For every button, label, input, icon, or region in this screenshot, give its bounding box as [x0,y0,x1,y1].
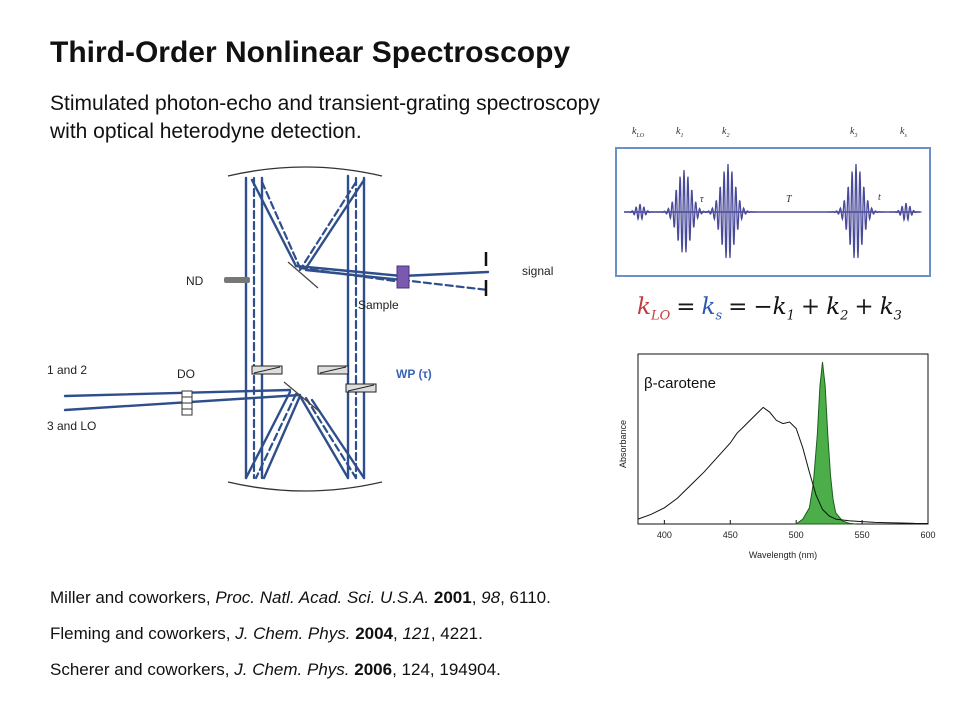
x-tick-label: 400 [657,530,672,540]
reference-3: Scherer and coworkers, J. Chem. Phys. 20… [50,660,501,679]
signal-label: signal [522,264,553,278]
beams-1-and-2-label: 1 and 2 [47,363,87,377]
k-label-s: ks [900,126,907,139]
wavevector-equation: kLO = ks = −k1 + k2 + k3 [637,294,902,324]
absorbance-chart: 400 450 500 550 600 β-carotene Wavelength (n… [618,353,936,560]
upper-fold-mirror [287,261,319,289]
pulse-signal [890,202,922,223]
nd-label: ND [186,274,204,288]
x-tick-label: 600 [920,530,935,540]
eq-plus-1: + [800,294,821,320]
x-tick-label: 500 [789,530,804,540]
k-label-1: k1 [676,126,683,139]
beam-paths [63,174,490,480]
delay-T-label: T [786,194,793,205]
pulse-3 [828,163,884,259]
sample-cell [396,265,410,289]
eq-term-1: −k1 [753,294,795,324]
eq-term-3: k3 [879,294,902,324]
sample-label: Sample [358,298,399,312]
slide-title: Third-Order Nonlinear Spectroscopy [50,36,571,69]
beams-3-and-lo-label: 3 and LO [47,419,96,433]
optical-setup-diagram: ND signal Sample 1 and 2 DO WP (τ) 3 and… [47,166,553,492]
pulse-2 [700,163,756,259]
top-curved-mirror [227,166,383,177]
reference-2: Fleming and coworkers, J. Chem. Phys. 20… [50,624,483,643]
eq-equals-1: = [676,294,696,320]
y-axis-label: Absorbance [618,420,628,468]
k-label-lo: kLO [632,126,645,139]
delay-t-label: t [878,192,881,203]
eq-plus-2: + [854,294,874,320]
bottom-curved-mirror [227,481,383,492]
x-tick-label: 450 [723,530,738,540]
k-label-3: k3 [850,126,857,139]
chart-annotation: β-carotene [644,375,716,392]
absorbance-line-series [637,406,929,524]
pulse-lo [624,203,656,221]
x-tick-label: 550 [855,530,870,540]
nd-filter [224,277,250,283]
pulse-sequence-panel: kLO k1 k2 k3 ks τ T t [615,126,931,277]
do-label: DO [177,367,195,381]
spectrum-fill-series [794,362,856,525]
subtitle-line-2: with optical heterodyne detection. [50,120,362,143]
pulse-train [624,163,922,259]
reference-1: Miller and coworkers, Proc. Natl. Acad. … [50,588,551,607]
delay-tau-label: τ [700,194,704,205]
eq-term-2: k2 [826,294,849,324]
eq-k-s: ks [701,294,723,324]
eq-k-lo: kLO [637,294,671,324]
subtitle-line-1: Stimulated photon-echo and transient-gra… [50,92,600,115]
wave-plates [251,365,377,393]
eq-equals-2: = [728,294,748,320]
wp-label: WP (τ) [396,367,432,381]
lower-fold-mirror [283,381,321,413]
dashed-beam-paths [252,176,490,480]
plot-frame [637,353,929,525]
k-label-2: k2 [722,126,729,139]
do-element [181,390,193,416]
x-axis-label: Wavelength (nm) [749,550,817,560]
